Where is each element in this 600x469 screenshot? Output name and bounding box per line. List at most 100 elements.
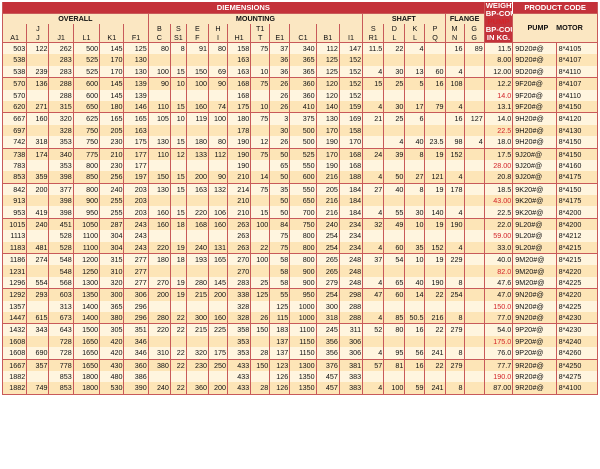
group-flange: FLANGE xyxy=(444,13,485,24)
table-cell: 120 xyxy=(315,89,340,101)
header-letter-top xyxy=(315,24,340,33)
table-cell: 145 xyxy=(207,276,228,289)
pump-code-cell: 9R20#@ xyxy=(512,358,557,371)
table-cell: 900 xyxy=(72,195,100,207)
table-cell: 190 xyxy=(444,217,465,231)
table-cell xyxy=(362,89,384,101)
table-cell: 293 xyxy=(26,288,49,301)
table-cell: 60 xyxy=(424,65,446,78)
table-cell: 1100 xyxy=(72,230,100,242)
table-cell: 4 xyxy=(444,171,465,184)
table-cell: 16 xyxy=(424,77,446,90)
table-cell: 500 xyxy=(72,42,100,55)
table-cell: 15 xyxy=(169,182,187,196)
table-cell: 175 xyxy=(226,100,251,113)
table-cell: 50.5 xyxy=(404,311,425,324)
table-cell: 54 xyxy=(383,253,405,266)
table-cell: 4 xyxy=(383,136,405,149)
table-cell: 738 xyxy=(1,147,27,160)
table-cell: 346 xyxy=(123,335,149,348)
table-cell: 234 xyxy=(338,217,363,231)
table-cell: 230 xyxy=(185,358,209,371)
header-letter-top xyxy=(48,24,74,33)
table-cell: 800 xyxy=(289,253,317,266)
table-cell: 80 xyxy=(147,42,171,55)
pump-code-cell: 9H20#@ xyxy=(512,112,557,125)
table-cell: 130 xyxy=(123,65,149,78)
table-cell: 105 xyxy=(147,112,171,125)
header-letter-top: M xyxy=(444,24,465,33)
weight-cell: 150.0 xyxy=(483,300,513,312)
table-cell: 8 xyxy=(444,276,465,289)
table-cell: 728 xyxy=(48,347,74,360)
table-cell: 108 xyxy=(444,77,465,90)
table-cell xyxy=(463,77,485,90)
table-cell: 180 xyxy=(147,253,171,266)
pump-code-cell: 9K20#@ xyxy=(512,206,557,219)
table-cell: 169 xyxy=(338,112,363,125)
table-cell: 52 xyxy=(362,323,384,336)
motor-code-cell: 8*4110 xyxy=(555,89,598,101)
table-cell: 800 xyxy=(72,159,100,172)
table-cell: 112 xyxy=(315,42,340,55)
table-cell: 216 xyxy=(315,171,340,184)
table-cell: 430 xyxy=(99,358,124,371)
table-cell xyxy=(383,54,405,66)
table-cell: 528 xyxy=(48,241,74,254)
table-cell: 673 xyxy=(48,311,74,324)
table-cell: 14 xyxy=(250,171,270,184)
table-cell xyxy=(463,159,485,172)
column-header: K1 xyxy=(99,33,124,43)
header-letter-top: T1 xyxy=(250,24,270,33)
table-cell xyxy=(463,241,485,254)
table-cell xyxy=(185,370,209,383)
weight-cell: 14.0 xyxy=(483,89,513,101)
table-cell xyxy=(404,54,425,66)
weight-cell: 77.0 xyxy=(483,311,513,324)
table-cell: 197 xyxy=(123,171,149,184)
table-cell xyxy=(169,230,187,242)
table-cell: 22 xyxy=(424,323,446,336)
table-cell xyxy=(404,335,425,348)
table-cell: 750 xyxy=(289,217,317,231)
table-cell: 180 xyxy=(99,100,124,113)
table-cell: 28 xyxy=(250,382,270,395)
table-cell: 23.5 xyxy=(424,136,446,149)
table-cell: 110 xyxy=(147,100,171,113)
table-cell: 775 xyxy=(72,147,100,160)
table-cell: 1000 xyxy=(289,300,317,312)
table-cell: 100 xyxy=(207,112,228,125)
table-cell: 178 xyxy=(444,182,465,196)
table-cell: 315 xyxy=(48,100,74,113)
table-cell xyxy=(362,124,384,137)
table-cell: 255 xyxy=(99,195,124,207)
table-cell: 239 xyxy=(26,65,49,78)
table-cell: 1650 xyxy=(72,358,100,371)
table-cell: 6 xyxy=(404,112,425,125)
table-cell: 457 xyxy=(315,382,340,395)
table-cell xyxy=(26,230,49,242)
motor-code-cell: 8*4107 xyxy=(555,54,598,66)
table-cell xyxy=(383,335,405,348)
motor-code-cell: 8*4200 xyxy=(555,206,598,219)
table-cell: 170 xyxy=(315,124,340,137)
table-cell: 4 xyxy=(362,382,384,395)
table-cell: 287 xyxy=(99,217,124,231)
table-cell xyxy=(444,335,465,348)
table-cell: 203 xyxy=(123,182,149,196)
motor-code-cell: 8*4225 xyxy=(555,276,598,289)
table-cell xyxy=(207,335,228,348)
table-cell: 22 xyxy=(424,358,446,371)
table-cell: 320 xyxy=(185,347,209,360)
table-cell: 328 xyxy=(48,124,74,137)
table-cell: 248 xyxy=(338,276,363,289)
table-cell: 160 xyxy=(26,112,49,125)
table-cell: 146 xyxy=(123,100,149,113)
table-cell: 180 xyxy=(226,112,251,125)
weight-cell: 28.00 xyxy=(483,159,513,172)
header-letter-top xyxy=(99,24,124,33)
table-cell: 310 xyxy=(99,265,124,277)
table-cell xyxy=(444,265,465,277)
table-cell: 125 xyxy=(250,288,270,301)
table-cell: 125 xyxy=(315,54,340,66)
